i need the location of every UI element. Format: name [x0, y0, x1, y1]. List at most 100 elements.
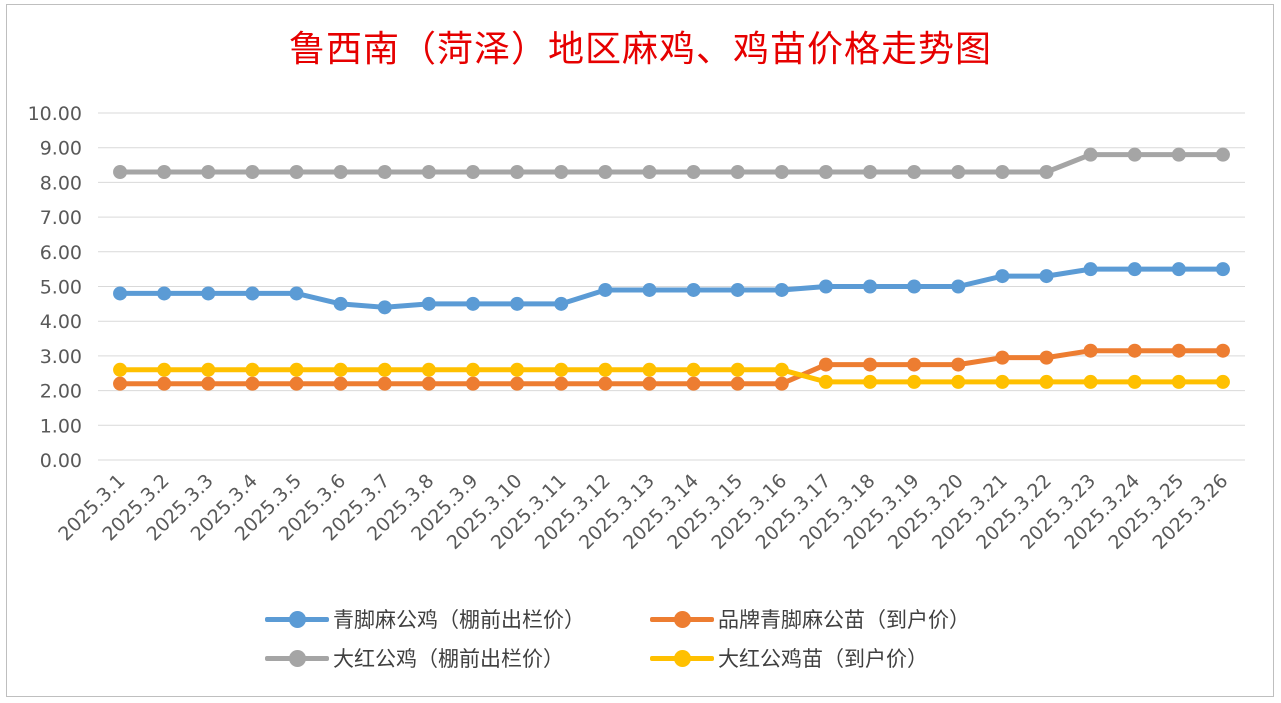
data-point — [333, 362, 348, 377]
data-point — [730, 376, 745, 391]
data-point — [642, 362, 657, 377]
data-point — [818, 357, 833, 372]
legend-swatch — [265, 605, 329, 633]
data-point — [113, 362, 128, 377]
series-line — [117, 348, 1226, 387]
data-point — [377, 376, 392, 391]
data-point — [730, 164, 745, 179]
data-point — [863, 357, 878, 372]
legend-label: 品牌青脚麻公苗（到户价） — [718, 608, 970, 632]
data-point — [377, 164, 392, 179]
data-point — [1039, 269, 1054, 284]
data-point — [686, 282, 701, 297]
data-point — [245, 164, 260, 179]
data-point — [333, 376, 348, 391]
data-point — [1083, 343, 1098, 358]
data-point — [289, 286, 304, 301]
data-point — [1171, 147, 1186, 162]
data-point — [421, 164, 436, 179]
data-point — [510, 296, 525, 311]
data-point — [995, 374, 1010, 389]
data-point — [730, 282, 745, 297]
legend-item: 大红公鸡（棚前出栏价） — [265, 644, 564, 672]
data-point — [1171, 343, 1186, 358]
data-point — [774, 362, 789, 377]
data-point — [157, 286, 172, 301]
data-point — [1215, 374, 1230, 389]
data-point — [1215, 262, 1230, 277]
data-point — [863, 279, 878, 294]
data-point — [333, 296, 348, 311]
data-point — [113, 286, 128, 301]
legend-label: 青脚麻公鸡（棚前出栏价） — [333, 608, 585, 632]
data-point — [1127, 374, 1142, 389]
data-point — [1083, 147, 1098, 162]
chart-title: 鲁西南（菏泽）地区麻鸡、鸡苗价格走势图 — [288, 29, 992, 70]
data-point — [730, 362, 745, 377]
data-point — [245, 376, 260, 391]
data-point — [686, 164, 701, 179]
data-point — [642, 376, 657, 391]
series-line — [117, 266, 1226, 310]
data-point — [1083, 262, 1098, 277]
legend-item: 大红公鸡苗（到户价） — [650, 644, 928, 672]
data-point — [642, 164, 657, 179]
data-point — [157, 376, 172, 391]
data-point — [465, 296, 480, 311]
data-point — [907, 279, 922, 294]
data-point — [1215, 343, 1230, 358]
data-point — [465, 362, 480, 377]
data-point — [1127, 262, 1142, 277]
data-point — [289, 376, 304, 391]
data-point — [421, 362, 436, 377]
data-point — [245, 286, 260, 301]
data-point — [598, 164, 613, 179]
data-point — [289, 164, 304, 179]
y-tick-label: 9.00 — [40, 138, 82, 160]
data-point — [907, 357, 922, 372]
data-point — [951, 374, 966, 389]
data-point — [201, 164, 216, 179]
data-point — [1171, 262, 1186, 277]
data-point — [907, 164, 922, 179]
data-point — [1083, 374, 1098, 389]
legend-swatch — [650, 605, 714, 633]
data-point — [1039, 350, 1054, 365]
data-point — [907, 374, 922, 389]
legend-swatch — [265, 644, 329, 672]
data-point — [201, 286, 216, 301]
data-point — [1215, 147, 1230, 162]
y-tick-label: 10.00 — [28, 103, 82, 125]
data-point — [1171, 374, 1186, 389]
series-line — [117, 367, 1226, 385]
data-point — [995, 164, 1010, 179]
data-point — [686, 376, 701, 391]
y-tick-label: 7.00 — [40, 207, 82, 229]
data-point — [465, 164, 480, 179]
legend-label: 大红公鸡（棚前出栏价） — [333, 647, 564, 671]
data-point — [201, 362, 216, 377]
data-point — [774, 164, 789, 179]
data-point — [1039, 164, 1054, 179]
data-point — [421, 376, 436, 391]
data-point — [465, 376, 480, 391]
data-point — [818, 279, 833, 294]
y-tick-label: 8.00 — [40, 172, 82, 194]
data-point — [554, 376, 569, 391]
y-tick-label: 3.00 — [40, 346, 82, 368]
data-point — [1039, 374, 1054, 389]
legend-item: 品牌青脚麻公苗（到户价） — [650, 605, 970, 633]
chart-frame — [6, 4, 1274, 697]
data-point — [598, 282, 613, 297]
data-point — [157, 362, 172, 377]
data-point — [951, 164, 966, 179]
data-point — [774, 282, 789, 297]
data-point — [377, 300, 392, 315]
data-point — [686, 362, 701, 377]
y-tick-label: 4.00 — [40, 311, 82, 333]
data-point — [245, 362, 260, 377]
data-point — [995, 350, 1010, 365]
data-point — [333, 164, 348, 179]
data-point — [157, 164, 172, 179]
data-point — [995, 269, 1010, 284]
